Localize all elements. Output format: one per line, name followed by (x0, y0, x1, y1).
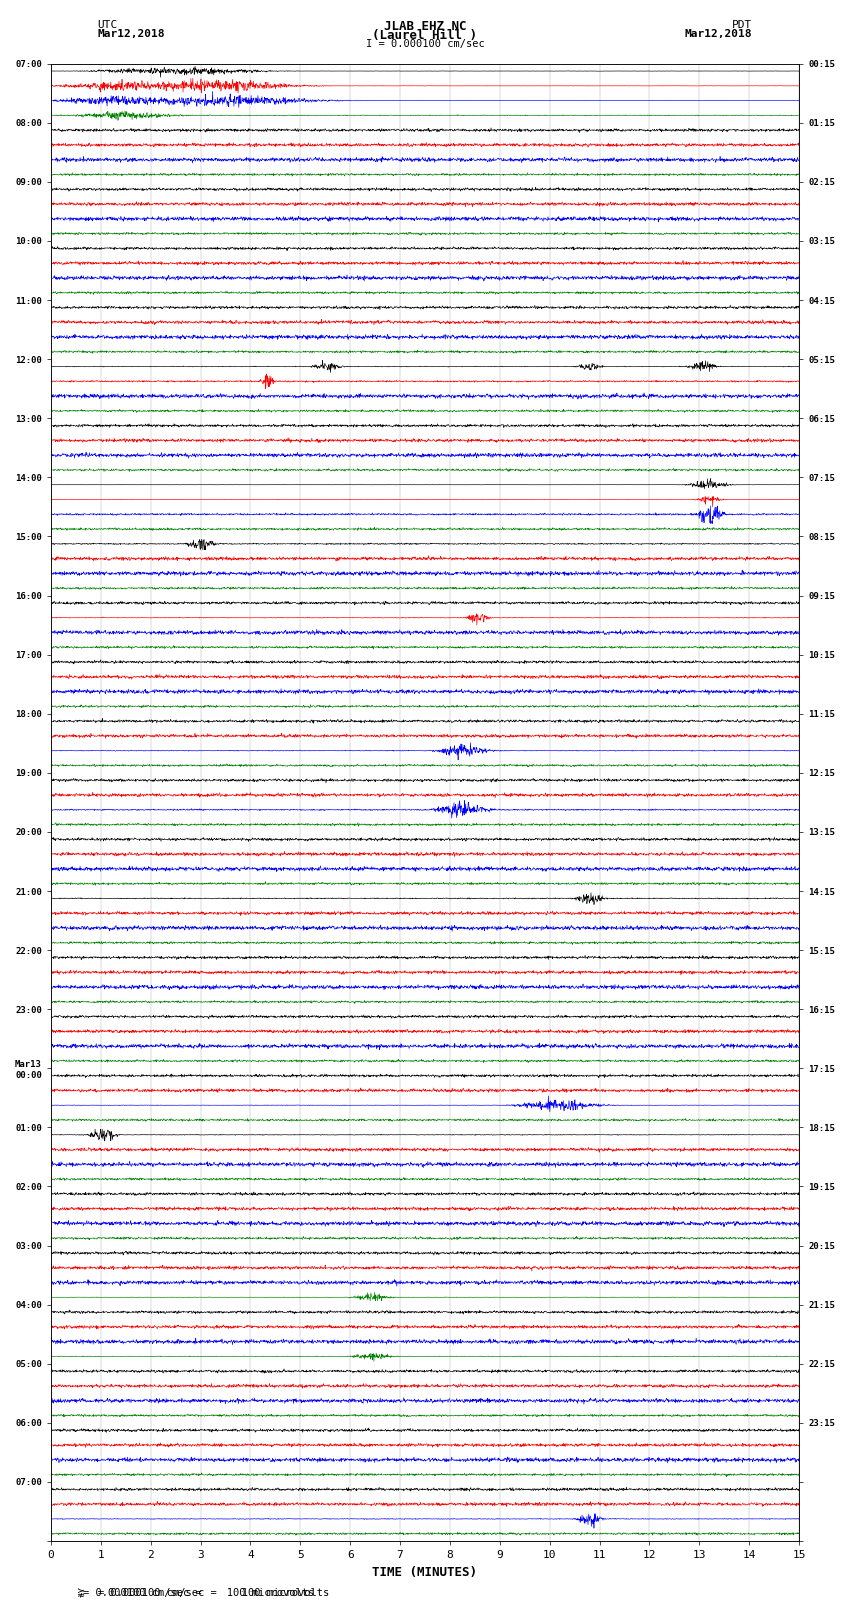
Text: (Laurel Hill ): (Laurel Hill ) (372, 29, 478, 42)
Text: JLAB EHZ NC: JLAB EHZ NC (383, 19, 467, 34)
Text: Mar12,2018: Mar12,2018 (98, 29, 165, 39)
Text: = 0.000100 cm/sec =    100 microvolts: = 0.000100 cm/sec = 100 microvolts (83, 1589, 314, 1598)
Text: PDT: PDT (732, 19, 752, 31)
Text: = 0.000100 cm/sec =    100 microvolts: = 0.000100 cm/sec = 100 microvolts (98, 1589, 329, 1598)
X-axis label: TIME (MINUTES): TIME (MINUTES) (372, 1566, 478, 1579)
Text: Mar12,2018: Mar12,2018 (685, 29, 752, 39)
Text: I = 0.000100 cm/sec: I = 0.000100 cm/sec (366, 39, 484, 48)
Text: UTC: UTC (98, 19, 118, 31)
Text: ⪺: ⪺ (76, 1589, 85, 1598)
